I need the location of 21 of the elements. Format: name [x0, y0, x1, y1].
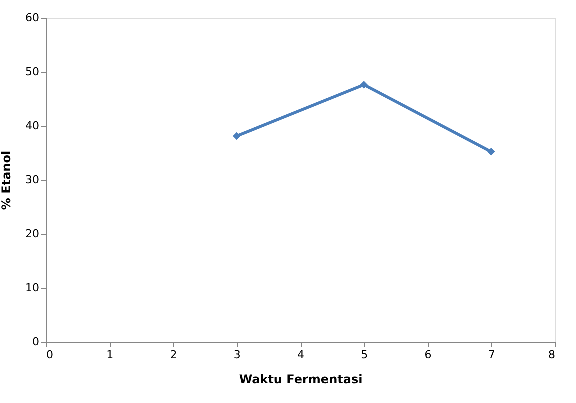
y-tick-label: 40 — [26, 120, 40, 132]
x-tick-label: 3 — [234, 348, 241, 362]
x-tick-label: 5 — [361, 348, 368, 362]
y-tick-label: 60 — [26, 12, 40, 24]
x-tick-label: 7 — [488, 348, 496, 362]
point — [360, 81, 368, 89]
x-tick-label: 1 — [106, 348, 114, 362]
y-tick-label: 0 — [32, 336, 40, 348]
y-tick-label: 20 — [26, 228, 40, 240]
x-tick-label: 0 — [46, 348, 54, 362]
x-tick-label: 6 — [424, 348, 432, 362]
y-tick-label: 10 — [26, 282, 40, 294]
y-axis-title: % Etanol — [0, 150, 14, 210]
x-tick-label: 2 — [170, 348, 178, 362]
y-tick-label: 30 — [26, 174, 40, 186]
x-tick-label: 4 — [298, 348, 304, 362]
x-tick-label: 8 — [548, 348, 556, 362]
x-axis-title: Waktu Fermentasi — [239, 372, 363, 386]
y-tick-label: 50 — [26, 66, 40, 78]
point — [233, 132, 241, 140]
point — [488, 148, 496, 156]
